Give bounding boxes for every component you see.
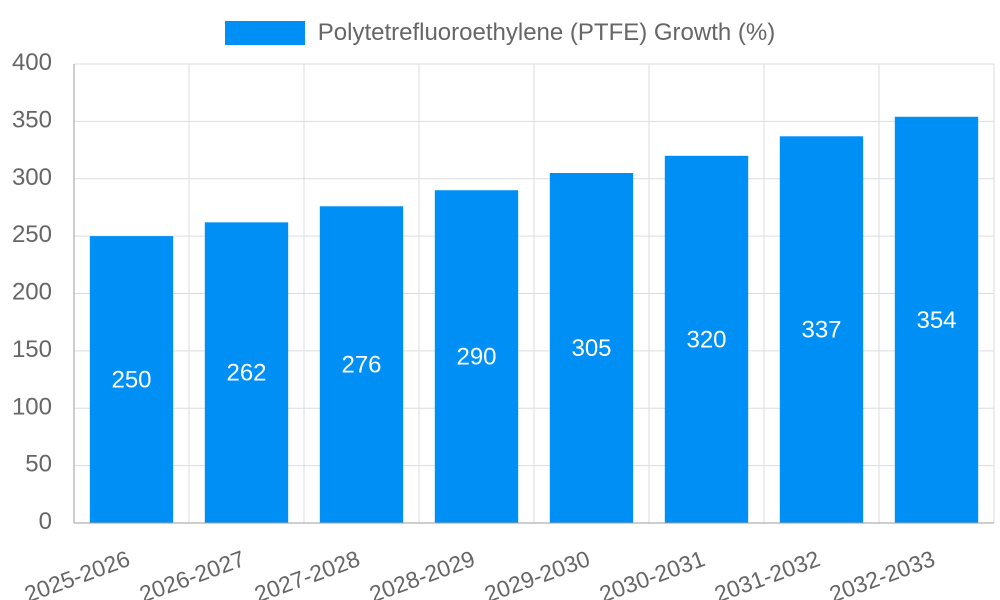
svg-text:354: 354 [916,307,956,334]
svg-text:250: 250 [111,367,151,394]
svg-text:200: 200 [12,279,52,306]
svg-text:50: 50 [25,451,52,478]
svg-text:337: 337 [801,317,841,344]
svg-text:400: 400 [12,49,52,76]
svg-text:0: 0 [39,508,52,535]
svg-text:250: 250 [12,221,52,248]
svg-text:350: 350 [12,106,52,133]
svg-text:262: 262 [226,360,266,387]
svg-text:300: 300 [12,164,52,191]
svg-text:150: 150 [12,336,52,363]
svg-text:100: 100 [12,393,52,420]
svg-text:305: 305 [571,335,611,362]
svg-text:276: 276 [341,352,381,379]
svg-text:290: 290 [456,344,496,371]
svg-text:320: 320 [686,326,726,353]
